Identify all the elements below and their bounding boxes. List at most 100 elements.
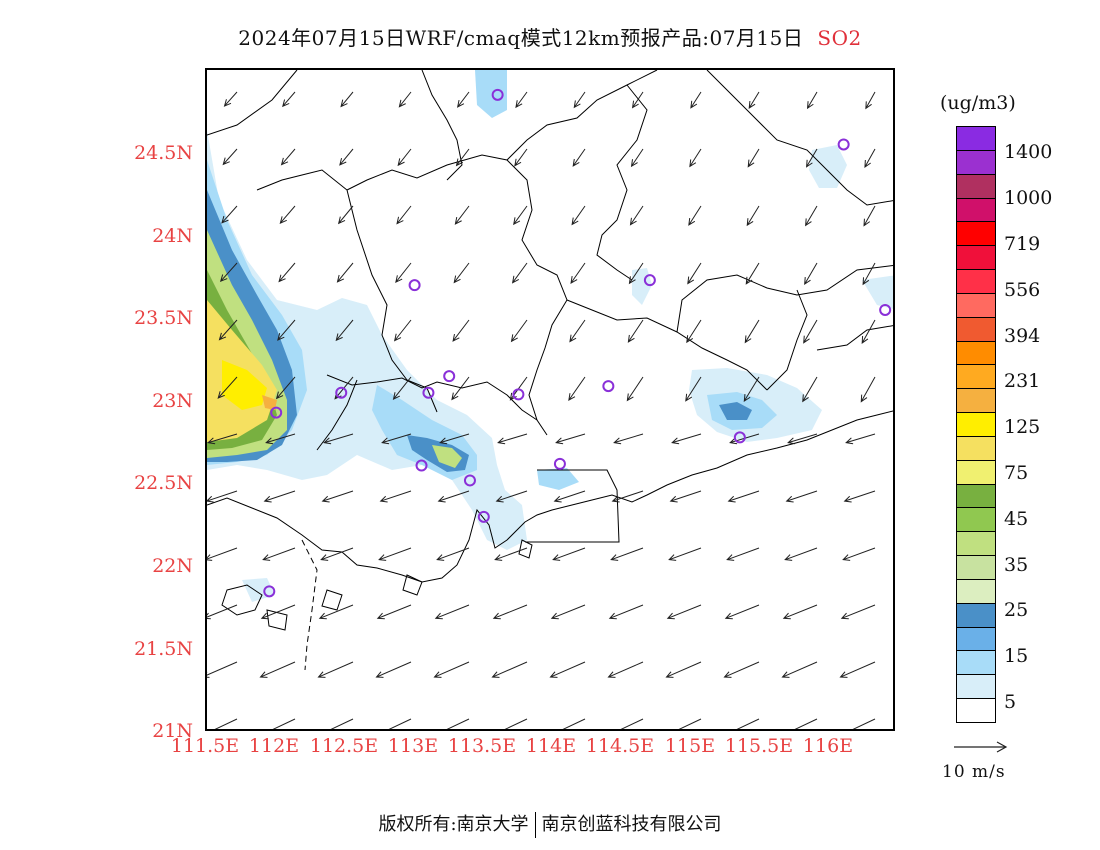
colorbar-swatch xyxy=(956,578,996,604)
wind-arrow xyxy=(806,148,818,168)
wind-arrow xyxy=(375,661,412,678)
colorbar-swatch xyxy=(956,435,996,461)
station-marker xyxy=(443,370,456,383)
wind-arrow xyxy=(491,661,528,678)
colorbar-swatch xyxy=(956,650,996,676)
wind-arrow xyxy=(265,433,296,445)
boundary-6 xyxy=(596,84,648,281)
wind-arrow xyxy=(573,91,586,109)
wind-arrow xyxy=(272,718,296,729)
wind-arrow xyxy=(685,376,702,402)
monitoring-stations xyxy=(263,88,892,598)
station-marker xyxy=(879,303,892,316)
wind-arrow xyxy=(852,718,876,729)
station-marker xyxy=(408,279,421,292)
wind-arrow xyxy=(787,433,818,445)
wind-arrow xyxy=(436,547,470,561)
colorbar-swatch xyxy=(956,531,996,557)
wind-arrow xyxy=(802,376,818,403)
wind-arrow xyxy=(723,661,760,678)
lon-label-114-5e: 114.5E xyxy=(585,735,655,757)
colorbar-swatch xyxy=(956,173,996,199)
wind-arrow xyxy=(515,91,528,109)
copyright: 版权所有:南京大学 南京创蓝科技有限公司 xyxy=(0,810,1100,838)
wind-arrow xyxy=(784,547,818,561)
colorbar-swatch xyxy=(956,364,996,390)
lon-label-113-5e: 113.5E xyxy=(447,735,517,757)
wind-arrow xyxy=(393,319,412,342)
wind-arrow xyxy=(340,91,354,108)
wind-arrow xyxy=(628,262,644,285)
wind-arrow xyxy=(207,490,238,503)
wind-arrow xyxy=(861,319,876,344)
wind-arrow xyxy=(437,490,470,503)
wind-arrow xyxy=(613,433,644,445)
wind-vector-layer xyxy=(207,91,876,729)
lon-label-116e: 116E xyxy=(802,735,854,757)
wind-arrow xyxy=(222,148,238,166)
wind-arrow xyxy=(318,604,354,620)
so2-patch-south xyxy=(242,578,275,602)
colorbar-units: (ug/m3) xyxy=(940,92,1016,114)
colorbar-label: 125 xyxy=(1004,416,1041,438)
wind-arrow xyxy=(453,262,470,284)
wind-arrow xyxy=(511,262,528,284)
wind-arrow xyxy=(688,205,702,226)
wind-arrow xyxy=(724,604,760,620)
wind-arrow xyxy=(513,205,528,226)
wind-arrow xyxy=(221,205,238,224)
colorbar-swatch xyxy=(956,316,996,342)
station-marker xyxy=(270,406,283,419)
wind-arrow xyxy=(277,319,296,341)
wind-arrow xyxy=(630,148,644,168)
wind-arrow xyxy=(456,91,470,108)
wind-arrow xyxy=(392,376,412,401)
wind-arrow xyxy=(785,490,818,503)
wind-arrow xyxy=(260,604,296,620)
wind-arrow xyxy=(864,148,876,169)
wind-arrow xyxy=(671,433,702,445)
colorbar-swatch xyxy=(956,507,996,533)
wind-arrow xyxy=(781,661,818,678)
wind-arrow xyxy=(782,604,818,620)
station-marker xyxy=(602,380,615,393)
lat-label-22n: 22N xyxy=(152,555,193,577)
so2-patch-northeast xyxy=(809,145,847,188)
colorbar-swatch xyxy=(956,269,996,294)
copyright-separator xyxy=(534,812,536,838)
wind-arrow xyxy=(746,205,760,227)
wind-arrow xyxy=(337,205,354,225)
colorbar-swatch xyxy=(956,340,996,366)
wind-arrow xyxy=(726,547,760,561)
wind-arrow xyxy=(745,262,760,285)
station-marker xyxy=(263,585,276,598)
wind-arrow xyxy=(668,547,702,561)
map-canvas xyxy=(207,70,893,729)
wind-arrow xyxy=(607,661,644,678)
wind-arrow xyxy=(263,490,296,503)
wind-arrow xyxy=(611,490,644,503)
wind-arrow xyxy=(330,718,354,729)
wind-arrow xyxy=(494,547,528,561)
wind-arrow xyxy=(336,262,354,283)
wind-arrow xyxy=(549,661,586,678)
wind-arrow xyxy=(279,205,296,224)
wind-arrow xyxy=(321,490,354,503)
colorbar-swatch xyxy=(956,555,996,580)
wind-arrow xyxy=(451,376,470,401)
wind-arrow xyxy=(259,661,296,678)
colorbar-swatch xyxy=(956,626,996,652)
wind-arrow xyxy=(397,148,412,167)
wind-arrow xyxy=(555,433,586,445)
wind-reference-arrow xyxy=(954,741,1008,753)
lon-label-112-5e: 112.5E xyxy=(309,735,379,757)
lon-label-115-5e: 115.5E xyxy=(724,735,794,757)
wind-arrow xyxy=(207,433,238,445)
wind-reference-label: 10 m/s xyxy=(942,762,1006,782)
lat-label-24-5n: 24.5N xyxy=(134,142,193,164)
station-marker xyxy=(415,459,428,472)
station-marker xyxy=(477,510,490,523)
wind-arrow xyxy=(219,262,238,283)
wind-arrow xyxy=(381,433,412,445)
wind-arrow xyxy=(446,718,470,729)
